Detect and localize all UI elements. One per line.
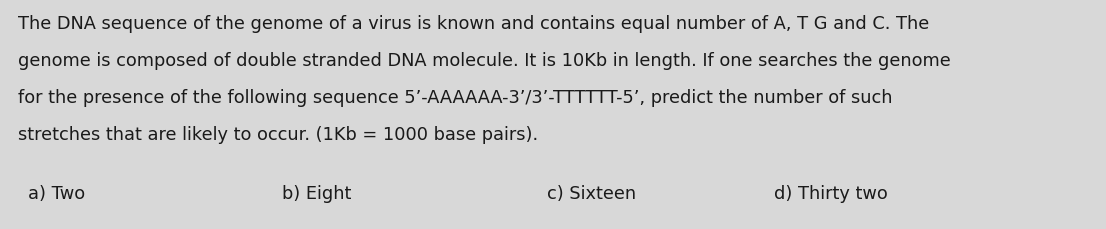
Text: c) Sixteen: c) Sixteen: [547, 184, 637, 202]
Text: for the presence of the following sequence 5’-AAAAAA-3’/3’-TTTTTT-5’, predict th: for the presence of the following sequen…: [18, 89, 893, 106]
Text: b) Eight: b) Eight: [282, 184, 352, 202]
Text: The DNA sequence of the genome of a virus is known and contains equal number of : The DNA sequence of the genome of a viru…: [18, 15, 929, 33]
Text: d) Thirty two: d) Thirty two: [774, 184, 888, 202]
Text: stretches that are likely to occur. (1Kb = 1000 base pairs).: stretches that are likely to occur. (1Kb…: [18, 125, 539, 143]
Text: genome is composed of double stranded DNA molecule. It is 10Kb in length. If one: genome is composed of double stranded DN…: [18, 52, 951, 70]
Text: a) Two: a) Two: [28, 184, 85, 202]
